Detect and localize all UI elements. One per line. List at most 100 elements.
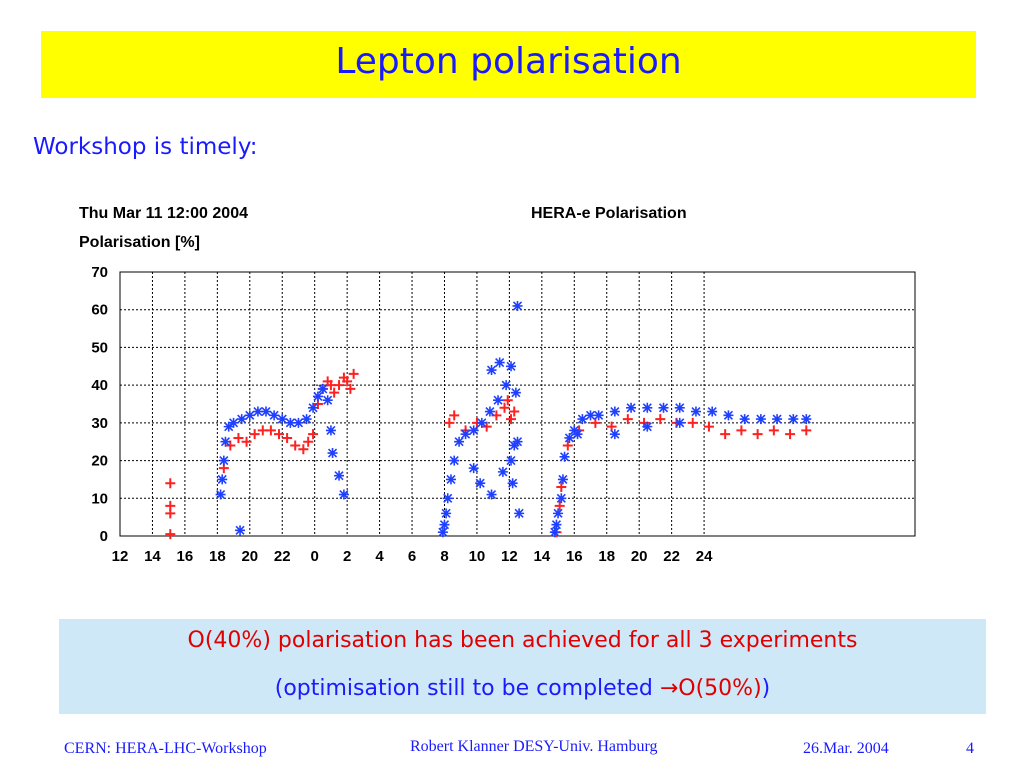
data-point-asterisk (334, 470, 345, 481)
footer-event: CERN: HERA-LHC-Workshop (64, 740, 267, 757)
x-tick-label: 0 (311, 548, 319, 565)
data-point-plus (274, 429, 284, 440)
data-point-asterisk (327, 448, 338, 459)
note-line-1: O(40%) polarisation has been achieved fo… (187, 628, 858, 653)
data-point-plus (308, 429, 319, 440)
data-point-plus (720, 429, 731, 440)
data-point-asterisk (593, 410, 604, 421)
data-point-plus (554, 500, 565, 511)
footer-author: Robert Klanner DESY-Univ. Hamburg (410, 738, 658, 755)
data-point-asterisk (674, 417, 685, 428)
x-tick-label: 10 (469, 548, 486, 565)
data-point-plus (334, 380, 345, 391)
data-point-asterisk (577, 414, 588, 425)
x-tick-label: 6 (408, 548, 416, 565)
data-point-asterisk (317, 383, 328, 394)
y-tick-label: 70 (91, 264, 108, 281)
x-tick-label: 18 (598, 548, 615, 565)
data-point-plus (233, 432, 244, 443)
data-point-plus (249, 429, 260, 440)
data-point-asterisk (549, 527, 560, 538)
data-point-plus (241, 436, 252, 447)
data-point-asterisk (514, 508, 525, 519)
data-point-asterisk (739, 414, 750, 425)
x-tick-label: 18 (209, 548, 226, 565)
x-tick-label: 12 (501, 548, 518, 565)
data-point-asterisk (215, 489, 226, 500)
data-point-asterisk (476, 417, 487, 428)
data-point-plus (345, 383, 356, 394)
x-tick-label: 8 (440, 548, 448, 565)
data-point-plus (298, 444, 309, 455)
y-tick-label: 50 (91, 339, 108, 356)
data-point-asterisk (585, 410, 596, 421)
data-point-asterisk (559, 451, 570, 462)
note-line-2-suffix: ) (761, 676, 771, 701)
data-point-asterisk (437, 527, 448, 538)
data-point-asterisk (755, 414, 766, 425)
data-point-asterisk (439, 519, 450, 530)
plot-frame (119, 271, 916, 537)
data-point-plus (265, 425, 276, 436)
x-tick-label: 20 (631, 548, 648, 565)
chart-ylabel: Polarisation [%] (79, 234, 200, 251)
x-tick-label: 16 (177, 548, 194, 565)
data-point-asterisk (301, 414, 312, 425)
data-point-asterisk (723, 410, 734, 421)
data-point-asterisk (322, 395, 333, 406)
data-point-plus (449, 410, 460, 421)
data-point-asterisk (557, 474, 568, 485)
data-point-asterisk (609, 406, 620, 417)
data-point-asterisk (497, 466, 508, 477)
data-point-asterisk (269, 410, 280, 421)
data-point-asterisk (609, 429, 620, 440)
data-point-plus (655, 414, 666, 425)
y-tick-label: 10 (91, 490, 108, 507)
y-tick-label: 0 (100, 528, 108, 545)
data-point-asterisk (441, 508, 452, 519)
data-point-asterisk (293, 417, 304, 428)
conclusion-box: O(40%) polarisation has been achieved fo… (59, 619, 986, 714)
data-point-asterisk (626, 402, 637, 413)
data-point-plus (768, 425, 779, 436)
data-point-plus (165, 500, 176, 511)
data-point-asterisk (454, 436, 465, 447)
data-point-plus (290, 440, 301, 451)
data-point-plus (329, 387, 340, 398)
data-point-asterisk (223, 421, 234, 432)
data-point-asterisk (564, 432, 575, 443)
data-point-asterisk (445, 474, 456, 485)
data-point-asterisk (235, 525, 246, 536)
data-point-asterisk (277, 414, 288, 425)
data-point-asterisk (252, 406, 263, 417)
data-point-asterisk (512, 300, 523, 311)
polarisation-chart: Thu Mar 11 12:00 2004 HERA-e Polarisatio… (70, 193, 930, 573)
data-point-asterisk (308, 402, 319, 413)
y-tick-label: 40 (91, 377, 108, 394)
data-point-asterisk (261, 406, 272, 417)
y-tick-label: 60 (91, 302, 108, 319)
data-point-asterisk (788, 414, 799, 425)
x-tick-label: 20 (241, 548, 258, 565)
x-tick-label: 24 (696, 548, 713, 565)
data-point-plus (752, 429, 763, 440)
data-point-asterisk (218, 455, 229, 466)
data-point-asterisk (551, 519, 562, 530)
data-point-plus (703, 421, 714, 432)
data-point-asterisk (228, 417, 239, 428)
data-point-asterisk (486, 489, 497, 500)
data-point-plus (687, 417, 698, 428)
x-tick-label: 12 (112, 548, 129, 565)
data-point-plus (499, 402, 510, 413)
data-point-asterisk (506, 455, 517, 466)
data-point-asterisk (512, 436, 523, 447)
chart-svg: Thu Mar 11 12:00 2004 HERA-e Polarisatio… (79, 205, 916, 565)
data-point-plus (165, 478, 176, 489)
x-tick-label: 4 (375, 548, 384, 565)
data-point-asterisk (494, 357, 505, 368)
y-tick-label: 30 (91, 415, 108, 432)
data-point-plus (506, 414, 517, 425)
data-point-plus (509, 406, 520, 417)
data-point-asterisk (325, 425, 336, 436)
